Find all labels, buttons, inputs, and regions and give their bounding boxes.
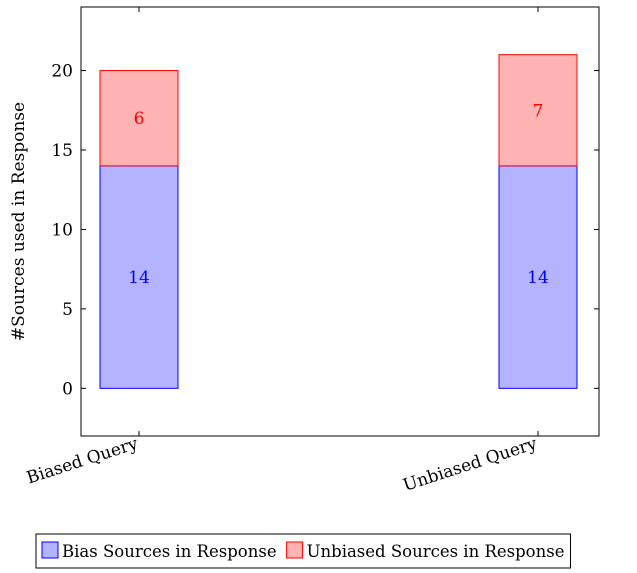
- data-label: 14: [128, 268, 150, 288]
- plot-frame: [80, 6, 600, 437]
- legend-label: Bias Sources in Response: [62, 542, 277, 561]
- data-label: 7: [533, 101, 544, 121]
- y-tick-label: 20: [51, 62, 73, 82]
- legend-swatch-bias: [41, 541, 59, 559]
- bar-unbiased-1: [99, 70, 179, 167]
- bar-bias-1: [99, 165, 179, 389]
- x-tick-label: Unbiased Query: [401, 434, 540, 496]
- data-label: 14: [527, 268, 549, 288]
- y-tick-label: 15: [51, 141, 73, 161]
- y-tick-label: 0: [62, 379, 73, 399]
- data-label: 6: [134, 109, 145, 129]
- legend-swatch-unbiased: [286, 541, 304, 559]
- y-tick-label: 10: [51, 220, 73, 240]
- y-tick-label: 5: [62, 300, 73, 320]
- bar-unbiased-2: [498, 54, 578, 167]
- legend-label: Unbiased Sources in Response: [307, 542, 565, 561]
- y-axis-label: #Sources used in Response: [9, 102, 29, 341]
- legend-box: [35, 533, 571, 569]
- x-tick-label: Biased Query: [24, 434, 141, 489]
